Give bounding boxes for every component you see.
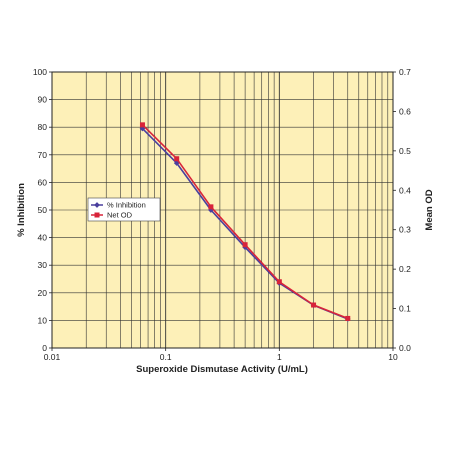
grid — [51, 71, 393, 349]
legend: % Inhibition Net OD — [87, 197, 161, 222]
legend-box — [87, 197, 161, 222]
axes: 0 10 20 30 40 50 60 70 80 90 100 0.0 0.1 0.2 0.3 0.4 0.5… — [33, 67, 411, 362]
y-axis-left-title: % Inhibition — [16, 183, 27, 237]
y-right-tick-label: 0.5 — [399, 146, 411, 156]
y-right-tick-label: 0.0 — [399, 343, 411, 353]
y-left-tick-label: 40 — [38, 233, 48, 243]
y-right-tick-label: 0.6 — [399, 106, 411, 116]
y-left-tick-label: 10 — [38, 315, 48, 325]
legend-label-inhibition: % Inhibition — [107, 201, 146, 210]
y-left-tick-label: 80 — [38, 122, 48, 132]
y-left-tick-label: 20 — [38, 288, 48, 298]
series-layer — [139, 122, 351, 322]
x-tick-label: 0.01 — [44, 352, 61, 362]
legend-label-net-od: Net OD — [107, 211, 133, 220]
y-left-tick-label: 60 — [38, 177, 48, 187]
y-right-tick-label: 0.1 — [399, 304, 411, 314]
y-left-tick-label: 50 — [38, 205, 48, 215]
y-right-tick-label: 0.3 — [399, 225, 411, 235]
y-left-tick-label: 0 — [42, 343, 47, 353]
y-right-tick-label: 0.4 — [399, 185, 411, 195]
data-point-1 — [174, 156, 180, 162]
y-left-tick-label: 70 — [38, 150, 48, 160]
data-point-1 — [311, 302, 317, 308]
legend-marker-net-od — [94, 212, 100, 218]
y-axis-right-title: Mean OD — [424, 189, 435, 230]
x-axis-title: Superoxide Dismutase Activity (U/mL) — [136, 364, 308, 375]
x-tick-label: 10 — [388, 352, 398, 362]
y-left-tick-label: 30 — [38, 260, 48, 270]
data-point-1 — [242, 242, 248, 248]
data-point-1 — [345, 315, 351, 321]
x-tick-label: 0.1 — [160, 352, 172, 362]
legend-marker-inhibition — [94, 202, 100, 208]
x-tick-label: 1 — [277, 352, 282, 362]
data-point-1 — [276, 279, 282, 285]
y-right-tick-label: 0.7 — [399, 67, 411, 77]
y-left-tick-label: 100 — [33, 67, 47, 77]
y-right-tick-label: 0.2 — [399, 264, 411, 274]
y-left-tick-label: 90 — [38, 95, 48, 105]
data-point-1 — [139, 122, 145, 128]
data-point-1 — [208, 204, 214, 210]
